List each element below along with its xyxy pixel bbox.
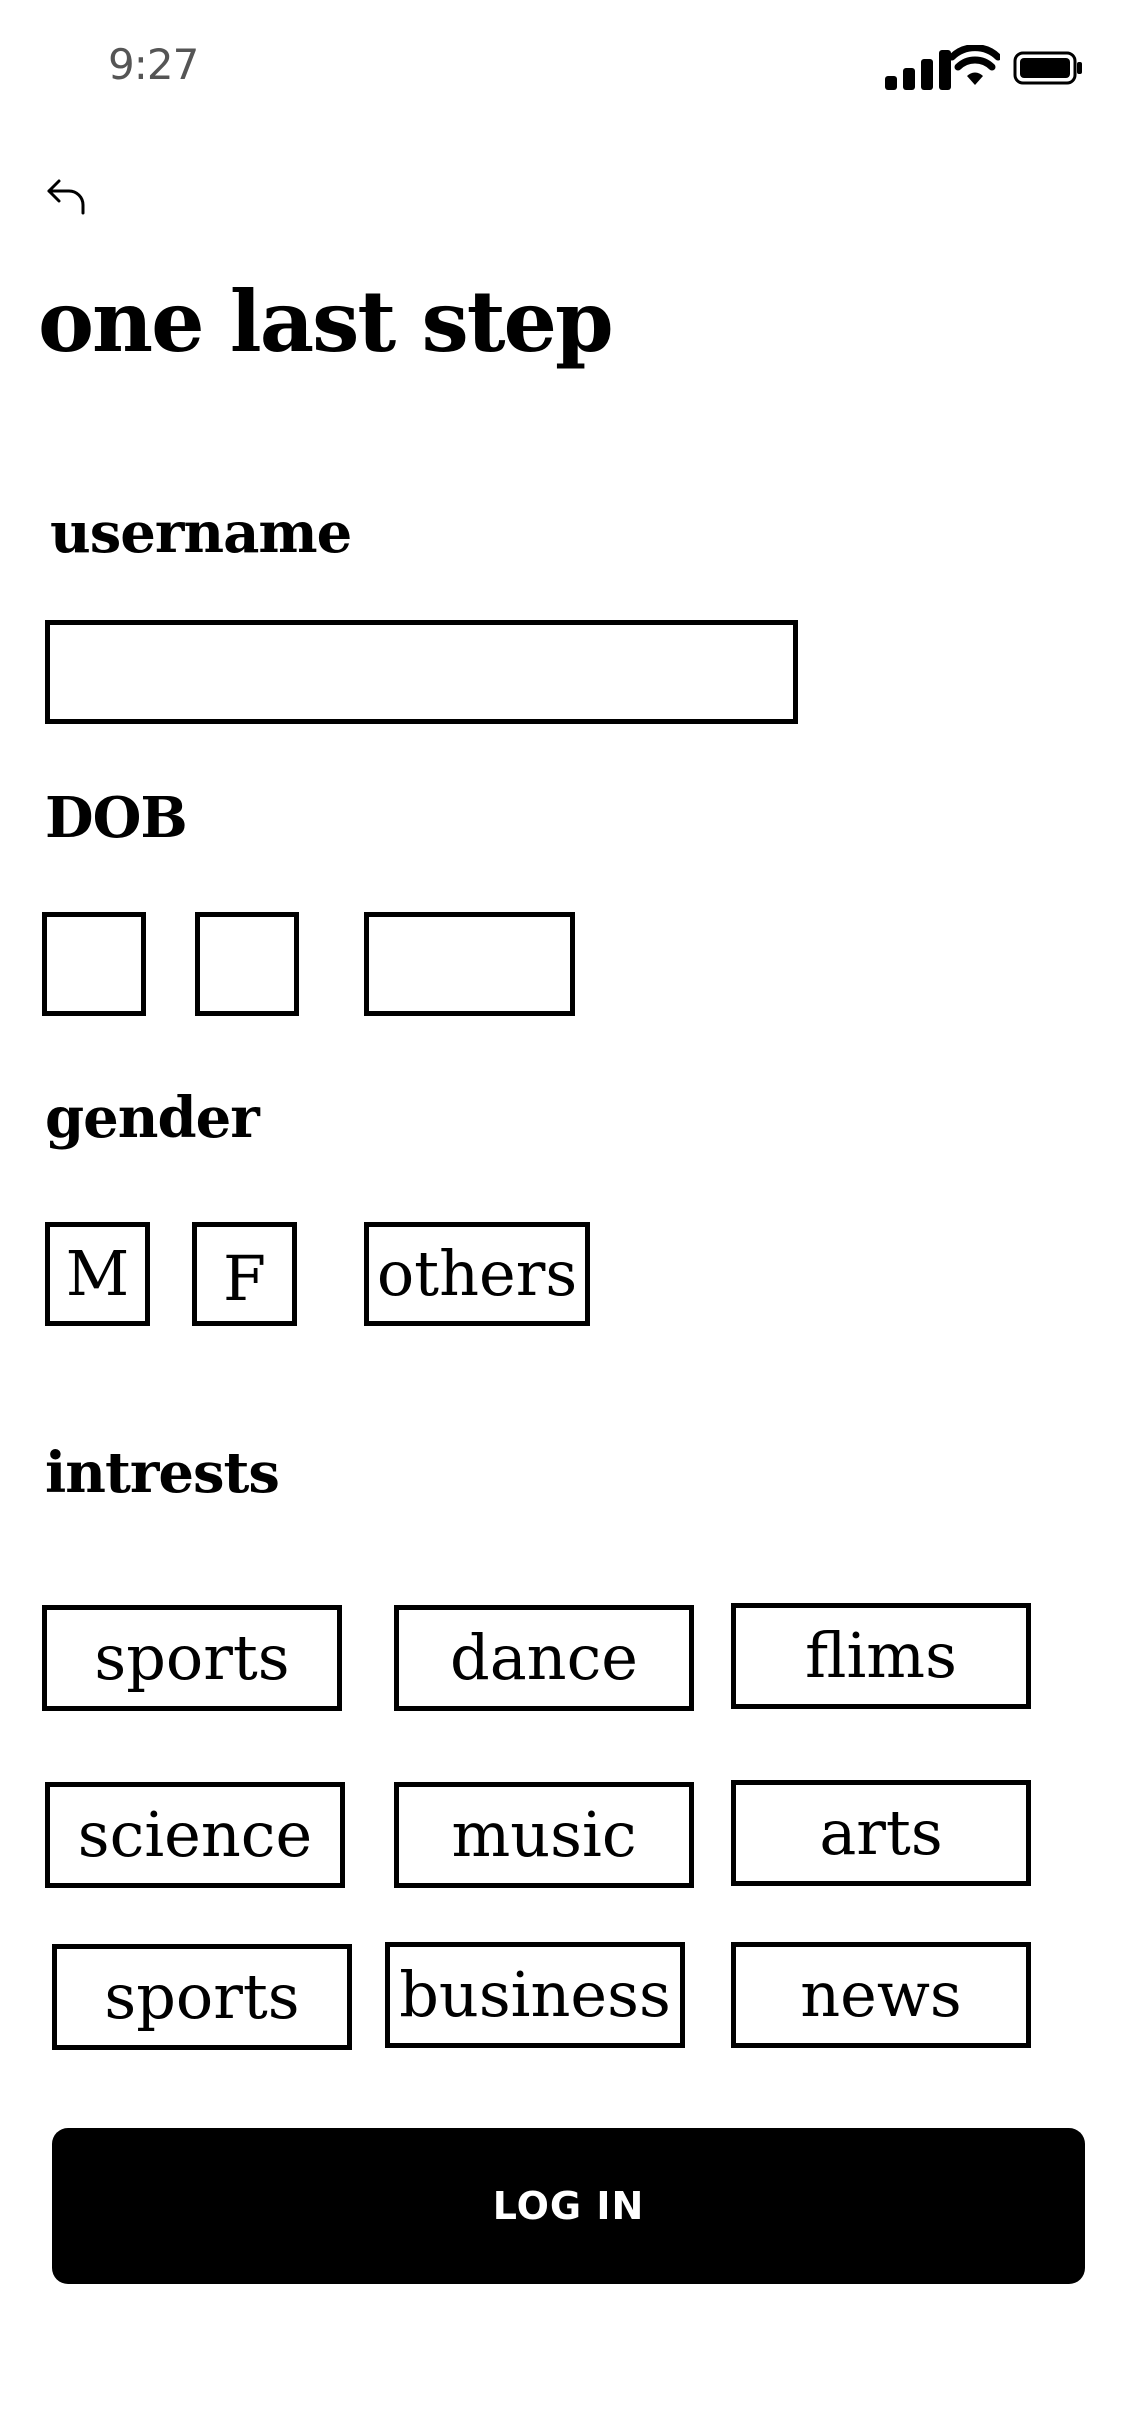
dob-day-field[interactable] [42,912,146,1016]
gender-option-others[interactable]: others [364,1222,590,1326]
interest-chip-sports[interactable]: sports [42,1605,342,1711]
interest-chip-arts[interactable]: arts [731,1780,1031,1886]
interest-chip-science[interactable]: science [45,1782,345,1888]
dob-month-field[interactable] [195,912,299,1016]
dob-label: DOB [45,785,188,851]
gender-option-m[interactable]: M [45,1222,150,1326]
interest-chip-sports-2[interactable]: sports [52,1944,352,2050]
interest-chip-dance[interactable]: dance [394,1605,694,1711]
cellular-signal-icon [885,50,951,90]
battery-icon [1013,51,1082,85]
username-field[interactable] [45,620,798,724]
interest-chip-flims[interactable]: flims [731,1603,1031,1709]
gender-label: gender [45,1085,260,1151]
gender-option-f[interactable]: F [192,1222,297,1326]
interest-chip-business[interactable]: business [385,1942,685,2048]
dob-year-field[interactable] [364,912,575,1016]
login-button[interactable]: LOG IN [52,2128,1085,2284]
interest-chip-news[interactable]: news [731,1942,1031,2048]
wifi-icon [950,45,1000,85]
page-title: one last step [38,272,614,371]
username-input[interactable] [50,625,793,719]
interests-label: intrests [45,1440,280,1506]
status-time: 9:27 [108,40,199,89]
username-label: username [50,500,352,566]
interest-chip-music[interactable]: music [394,1782,694,1888]
back-arrow-icon[interactable] [45,175,89,219]
